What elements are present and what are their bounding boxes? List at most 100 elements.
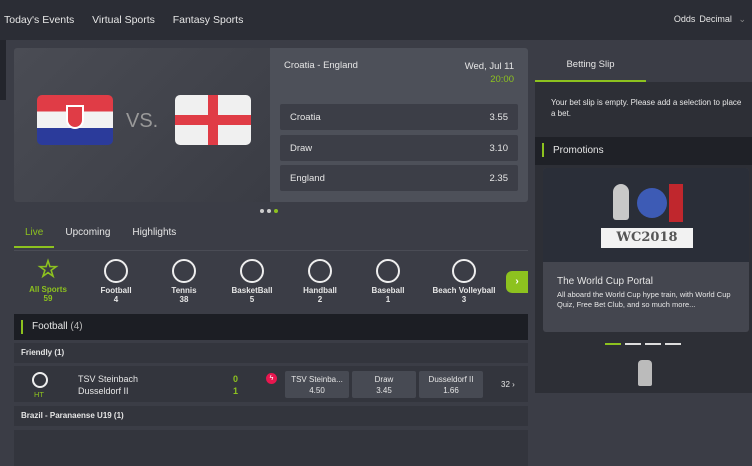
carousel-dot[interactable] [267,209,271,213]
sport-all[interactable]: ☆ All Sports 59 [14,255,82,311]
tab-upcoming[interactable]: Upcoming [65,227,111,238]
sport-name: Tennis [171,286,197,295]
baseball-icon [376,259,400,283]
promo-card[interactable]: WC2018 The World Cup Portal All aboard t… [543,168,749,332]
home-score: 0 [233,374,239,384]
section-title: Football [32,321,68,332]
sport-tennis[interactable]: Tennis 38 [150,255,218,311]
football-icon [32,372,48,388]
sport-name: Football [100,286,132,295]
left-edge [0,40,6,100]
league-header[interactable]: Brazil - Paranaense U19 (1) [14,406,528,426]
nav-todays-events[interactable]: Today's Events [4,14,75,26]
match-date: Wed, Jul 11 [464,61,514,72]
home-team: TSV Steinbach [78,374,139,384]
sport-name: Handball [303,286,337,295]
sport-count: 3 [461,295,467,304]
tab-divider [14,250,528,251]
sport-basketball[interactable]: BasketBall 5 [218,255,286,311]
more-markets-link[interactable]: 32 › [501,380,515,389]
carousel-dot[interactable] [645,343,661,345]
chevron-right-icon[interactable]: › [506,271,528,293]
section-header-football[interactable]: Football (4) [14,314,528,340]
odds-label: England [290,172,325,184]
odds-label: Dusseldorf II [428,375,474,384]
sports-filter: ☆ All Sports 59 Football 4 Tennis 38 BasketB… [14,255,528,311]
right-sidebar: Betting Slip Your bet slip is empty. Ple… [535,48,752,393]
match-illustration: VS. [14,48,270,202]
odds-value: 2.35 [489,172,509,184]
carousel-dot-active[interactable] [274,209,278,213]
top-nav: Today's Events Virtual Sports Fantasy Sp… [0,0,752,40]
carousel-dots [260,209,278,213]
live-stream-icon[interactable]: ϟ [266,373,277,384]
away-score: 1 [233,386,239,396]
tower-icon [669,184,683,222]
odds-value: 3.10 [489,142,509,154]
league-header[interactable]: Friendly (1) [14,343,528,363]
nav-fantasy-sports[interactable]: Fantasy Sports [172,14,244,26]
carousel-dot[interactable] [625,343,641,345]
sport-name: Beach Volleyball [432,286,496,295]
odds-format-selector[interactable]: Odds Decimal ⌄ [670,14,746,25]
promotions-header: Promotions [535,137,752,165]
sport-count: 38 [179,295,189,304]
croatia-flag-icon [37,95,113,145]
match-status: HT [34,390,44,399]
sport-count: 1 [385,295,391,304]
section-count: (4) [70,321,83,332]
odds-button-home[interactable]: TSV Steinba... 4.50 [285,371,349,398]
sport-name: BasketBall [231,286,273,295]
england-flag-icon [175,95,251,145]
odds-label: TSV Steinba... [291,375,343,384]
match-row[interactable] [14,430,528,466]
sport-count: 5 [249,295,255,304]
sport-count: 59 [43,294,53,303]
odds-button-england[interactable]: England 2.35 [280,165,518,191]
carousel-dot-active[interactable] [605,343,621,345]
odds-button-croatia[interactable]: Croatia 3.55 [280,104,518,130]
football-icon [104,259,128,283]
sport-baseball[interactable]: Baseball 1 [354,255,422,311]
sport-name: All Sports [29,285,67,294]
promo-title: The World Cup Portal [557,276,653,287]
tab-live[interactable]: Live [14,226,55,248]
odds-value: 3.55 [489,111,509,123]
tennis-ball-icon [172,259,196,283]
carousel-dot[interactable] [665,343,681,345]
carousel-dot[interactable] [260,209,264,213]
odds-value: 4.50 [309,386,325,395]
sport-beach-volleyball[interactable]: Beach Volleyball 3 [422,255,506,311]
promo-text: All aboard the World Cup hype train, wit… [557,290,731,309]
handball-icon [308,259,332,283]
away-team: Dusseldorf II [78,386,129,396]
betting-slip-tabs: Betting Slip [535,48,752,82]
odds-label: Draw [374,375,394,384]
football-icon [637,188,667,218]
trophy-icon [613,184,629,220]
sport-handball[interactable]: Handball 2 [286,255,354,311]
crest-logo-icon [638,360,652,386]
match-title: Croatia - England [284,60,358,71]
odds-button-away[interactable]: Dusseldorf II 1.66 [419,371,483,398]
bet-slip-empty-message: Your bet slip is empty. Please add a sel… [551,98,742,118]
tab-betting-slip[interactable]: Betting Slip [535,48,646,82]
vs-text: VS. [126,110,159,132]
main-nav: Today's Events Virtual Sports Fantasy Sp… [0,14,254,26]
volleyball-icon [452,259,476,283]
match-datetime: Wed, Jul 11 20:00 [465,60,514,86]
odds-label: Draw [290,142,313,154]
sport-football[interactable]: Football 4 [82,255,150,311]
promo-banner-image: WC2018 [543,168,749,262]
nav-virtual-sports[interactable]: Virtual Sports [92,14,155,26]
tab-highlights[interactable]: Highlights [132,227,177,238]
odds-button-draw[interactable]: Draw 3.45 [352,371,416,398]
sport-count: 4 [113,295,119,304]
featured-match-banner: VS. Croatia - England Wed, Jul 11 20:00 C… [14,48,528,202]
odds-button-draw[interactable]: Draw 3.10 [280,135,518,161]
odds-value: 3.45 [376,386,392,395]
match-row[interactable]: HT TSV Steinbach Dusseldorf II 0 1 ϟ TSV… [14,366,528,402]
odds-label: Odds [673,14,696,24]
match-time: 20:00 [490,74,514,85]
sport-name: Baseball [371,286,405,295]
